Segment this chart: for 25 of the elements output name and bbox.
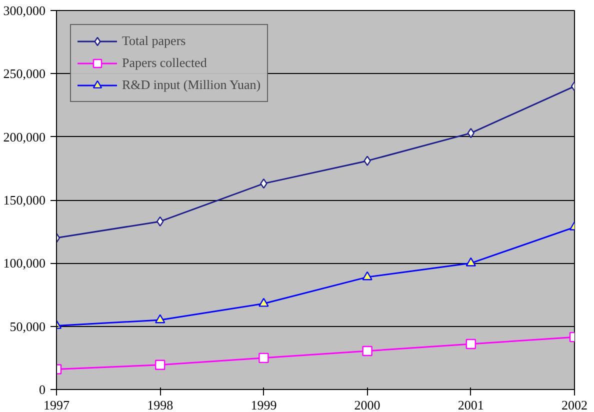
legend-label: Total papers <box>122 33 186 49</box>
x-tick-label: 1997 <box>44 398 70 412</box>
point <box>258 298 269 307</box>
point <box>466 338 476 350</box>
point <box>155 360 166 370</box>
legend-label: Papers collected <box>122 55 207 71</box>
point <box>258 352 269 364</box>
y-tick-label: 0 <box>39 382 46 397</box>
y-tick-label: 150,000 <box>3 192 46 208</box>
y-tick-label: 100,000 <box>3 256 46 271</box>
y-tick-label: 200,000 <box>3 129 46 144</box>
point <box>155 314 166 324</box>
x-tick-label: 1999 <box>250 398 277 412</box>
x-tick-label: 1998 <box>147 398 174 412</box>
x-tick-label: 2001 <box>458 398 484 412</box>
y-tick-label: 250,000 <box>3 66 46 82</box>
point <box>466 257 476 266</box>
y-tick-label: 300,000 <box>3 3 46 18</box>
x-tick-label: 2000 <box>354 398 380 412</box>
legend-label: R&D input (Million Yuan) <box>122 77 261 93</box>
point <box>362 271 372 280</box>
y-tick-label: 50,000 <box>10 318 46 334</box>
point <box>364 156 371 166</box>
x-tick-label: 2002 <box>562 398 588 412</box>
point <box>362 346 372 356</box>
